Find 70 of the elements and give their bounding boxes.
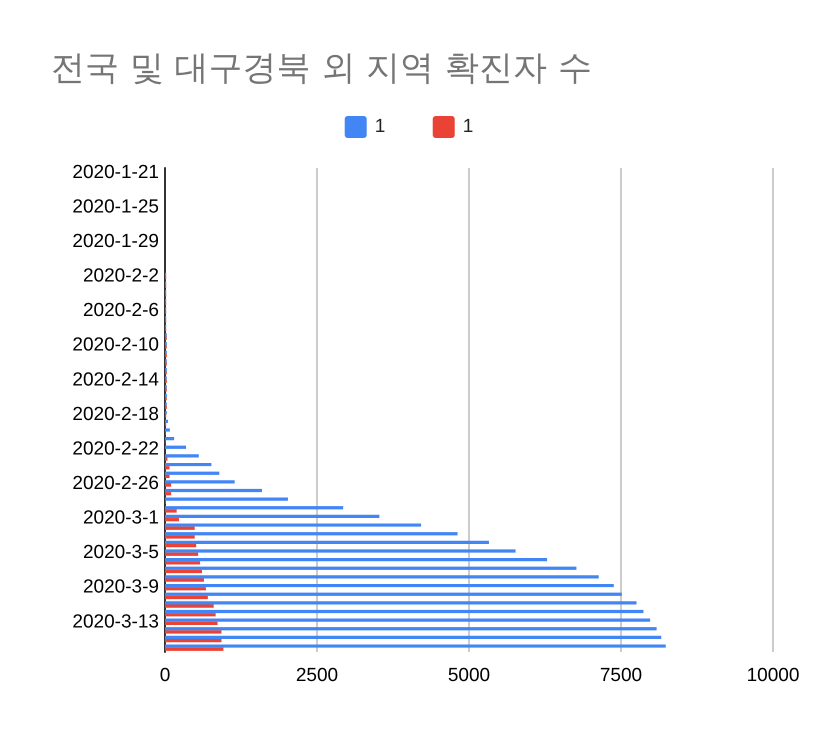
bar: [165, 532, 458, 536]
y-tick-label: 2020-2-2: [82, 266, 159, 287]
bar: [165, 540, 489, 544]
bar: [165, 454, 199, 458]
y-tick-label: 2020-2-10: [72, 334, 159, 356]
bar: [165, 492, 172, 496]
chart-title: 전국 및 대구경북 외 지역 확진자 수: [51, 48, 592, 88]
bar: [165, 604, 214, 608]
y-tick-label: 2020-3-1: [82, 508, 159, 529]
bar: [165, 584, 614, 588]
legend-label: 1: [374, 116, 386, 137]
bar: [165, 498, 288, 501]
x-tick-label: 0: [160, 665, 170, 686]
y-tick-label: 2020-2-18: [72, 404, 159, 425]
bar: [165, 488, 262, 492]
bar: [165, 480, 235, 484]
bar: [165, 648, 224, 651]
y-tick-label: 2020-1-29: [72, 230, 159, 252]
bar: [165, 437, 174, 440]
x-tick-label: 10000: [746, 665, 800, 686]
legend-label: 1: [462, 116, 474, 137]
bar: [165, 535, 195, 539]
bar: [165, 509, 177, 513]
bar: [165, 561, 200, 564]
bar: [165, 622, 218, 625]
bar: [165, 592, 622, 596]
y-tick-label: 2020-3-9: [82, 576, 159, 598]
bar: [165, 578, 204, 582]
x-tick-label: 2500: [296, 665, 338, 686]
bar: [165, 466, 170, 470]
y-tick-label: 2020-2-6: [82, 300, 159, 322]
bar: [165, 601, 637, 604]
bar: [165, 636, 662, 640]
bar: [165, 506, 344, 510]
bar: [165, 566, 576, 570]
y-tick-label: 2020-2-26: [72, 472, 159, 494]
y-tick-label: 2020-2-22: [72, 438, 159, 460]
bar: [165, 558, 548, 562]
y-tick-label: 2020-2-14: [72, 369, 160, 390]
bar: [165, 446, 186, 449]
bar: [165, 630, 222, 634]
bar: [165, 428, 170, 432]
bar: [165, 570, 202, 574]
bar: [165, 544, 196, 548]
bar: [165, 618, 650, 622]
x-tick-label: 7500: [600, 665, 642, 686]
bar: [165, 549, 516, 553]
bar: [165, 639, 222, 642]
bar: [165, 523, 422, 527]
bar: [165, 474, 170, 478]
bar: [165, 472, 220, 475]
bar: [165, 514, 380, 518]
bar: [165, 587, 206, 590]
bar: [165, 644, 666, 648]
y-tick-label: 2020-3-5: [82, 542, 159, 564]
y-tick-label: 2020-1-21: [72, 162, 159, 183]
bar: [165, 526, 195, 530]
bar: [165, 420, 168, 423]
bar: [165, 483, 172, 487]
bar: [165, 552, 198, 556]
y-tick-label: 2020-1-25: [72, 196, 159, 218]
bar: [165, 627, 657, 630]
bar: [165, 596, 208, 600]
bar: [165, 613, 216, 616]
bar: [165, 575, 599, 579]
bar: [165, 518, 179, 522]
y-tick-label: 2020-3-13: [72, 611, 159, 632]
x-tick-label: 5000: [448, 665, 490, 686]
bar: [165, 462, 212, 466]
bar: [165, 610, 644, 614]
